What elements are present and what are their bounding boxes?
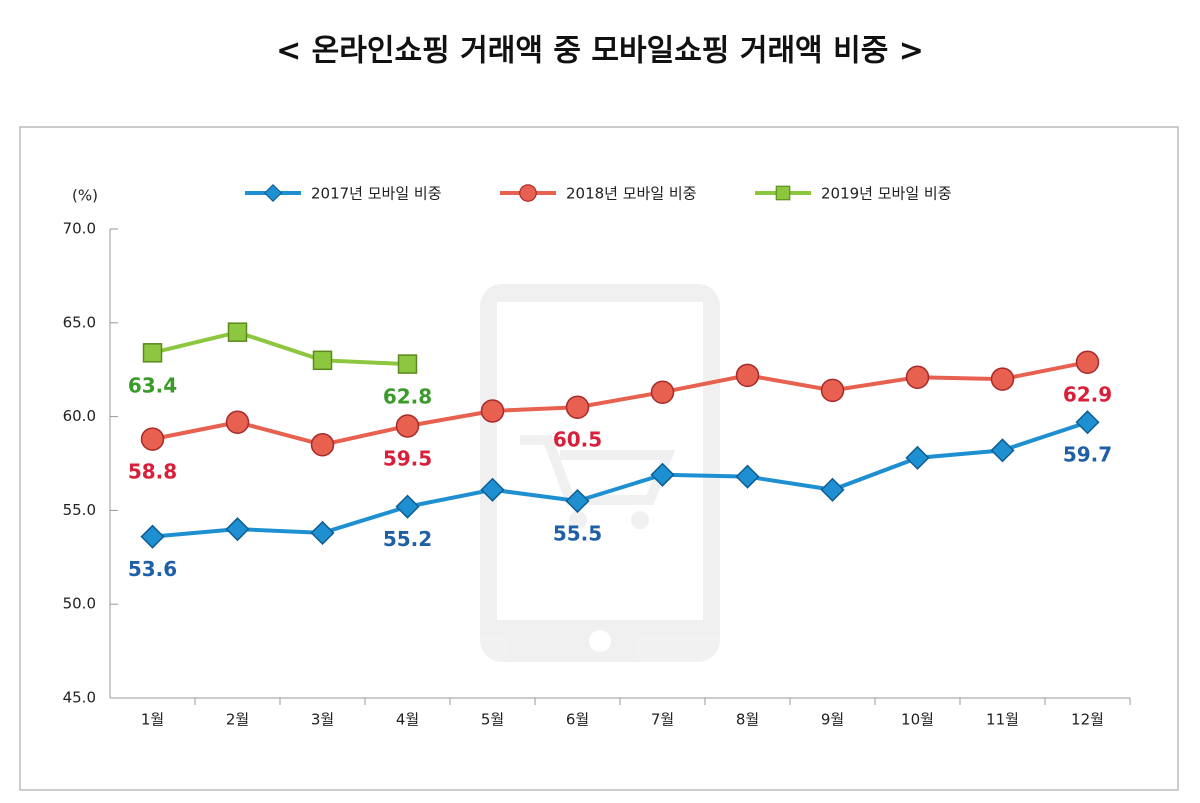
marker — [650, 462, 675, 487]
marker — [1075, 410, 1100, 435]
marker — [820, 378, 845, 403]
marker — [310, 520, 335, 545]
x-tick-label: 3월 — [311, 711, 334, 729]
x-tick-label: 8월 — [736, 711, 759, 729]
x-tick-label: 6월 — [566, 711, 589, 729]
legend-marker — [519, 184, 537, 202]
marker — [227, 322, 248, 342]
x-tick-label: 1월 — [141, 711, 164, 729]
marker — [312, 350, 333, 371]
marker — [990, 438, 1015, 463]
y-tick-label: 55.0 — [63, 501, 96, 519]
frame — [19, 126, 1179, 791]
series-line — [152, 360, 1088, 447]
x-tick-label: 11월 — [986, 711, 1019, 729]
legend-marker — [263, 183, 283, 203]
marker — [565, 395, 590, 419]
marker — [1075, 350, 1100, 374]
x-tick-label: 2월 — [226, 711, 249, 729]
data-label: 63.4 — [128, 373, 177, 397]
marker — [990, 367, 1015, 391]
marker — [140, 427, 165, 451]
y-axis-label: (%) — [72, 187, 98, 205]
x-tick-label: 12월 — [1071, 711, 1104, 729]
data-label: 55.5 — [553, 522, 602, 546]
y-tick-label: 45.0 — [63, 689, 96, 707]
marker — [142, 343, 163, 363]
marker — [650, 380, 675, 404]
x-tick-label: 4월 — [396, 711, 419, 729]
y-tick-label: 50.0 — [63, 595, 96, 613]
x-tick-label: 5월 — [481, 711, 504, 729]
marker — [480, 399, 505, 423]
marker — [820, 477, 845, 502]
marker — [225, 517, 250, 542]
y-tick-label: 70.0 — [63, 220, 96, 238]
marker — [480, 477, 505, 502]
x-tick-label: 7월 — [651, 711, 674, 729]
marker — [395, 494, 420, 519]
data-label: 59.5 — [383, 446, 432, 470]
legend-label: 2019년 모바일 비중 — [821, 185, 952, 203]
marker — [735, 363, 760, 388]
chart-title: < 온라인쇼핑 거래액 중 모바일쇼핑 거래액 비중 > — [276, 34, 924, 69]
legend-marker — [775, 185, 791, 201]
legend-label: 2017년 모바일 비중 — [311, 185, 442, 203]
marker — [225, 410, 250, 434]
y-tick-label: 65.0 — [63, 313, 96, 331]
legend-label: 2018년 모바일 비중 — [566, 185, 697, 203]
data-label: 60.5 — [553, 428, 602, 452]
data-label: 62.9 — [1063, 383, 1112, 407]
marker — [310, 432, 335, 457]
data-label: 58.8 — [128, 460, 177, 484]
phone-icon — [480, 284, 720, 662]
marker — [140, 524, 165, 549]
marker — [397, 354, 418, 374]
series-line — [152, 330, 408, 367]
data-label: 53.6 — [128, 557, 177, 581]
y-tick-label: 60.0 — [63, 407, 96, 425]
x-tick-label: 10월 — [901, 711, 934, 729]
data-label: 59.7 — [1063, 443, 1112, 467]
marker — [905, 365, 930, 389]
marker — [735, 464, 760, 489]
marker — [395, 414, 420, 438]
marker — [905, 445, 930, 470]
x-tick-label: 9월 — [821, 711, 844, 729]
data-label: 55.2 — [383, 527, 432, 551]
series-line — [152, 420, 1089, 539]
data-label: 62.8 — [383, 385, 432, 409]
marker — [565, 488, 590, 514]
